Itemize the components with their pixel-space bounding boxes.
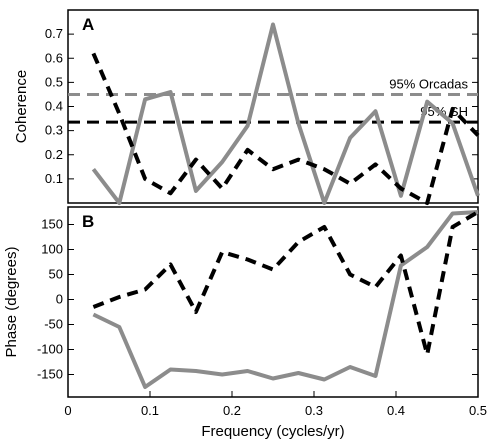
y-tick-label: 100 <box>41 242 63 257</box>
series-line-dashed <box>91 52 480 205</box>
panel-b-series <box>92 210 480 389</box>
x-tick-label: 0.4 <box>387 403 405 418</box>
x-tick-label: 0.1 <box>141 403 159 418</box>
y-tick-label: 0.7 <box>45 26 63 41</box>
y-tick-label: 150 <box>41 217 63 232</box>
panel-a-label: A <box>82 15 94 34</box>
y-tick-label: 0.6 <box>45 50 63 65</box>
panel-b-xlabel: Frequency (cycles/yr) <box>201 423 344 440</box>
y-tick-label: -50 <box>44 317 63 332</box>
panel-b: B Phase (degrees) Frequency (cycles/yr) … <box>3 206 487 440</box>
panel-a-ylabel: Coherence <box>13 70 30 143</box>
y-tick-label: -100 <box>37 342 63 357</box>
series-line-solid <box>91 22 480 205</box>
series-line-dashed <box>92 210 480 357</box>
x-tick-label: 0.5 <box>469 403 487 418</box>
series-line-solid <box>92 210 479 389</box>
y-tick-label: 50 <box>49 267 63 282</box>
y-tick-label: 0.5 <box>45 74 63 89</box>
y-tick-label: 0.2 <box>45 147 63 162</box>
panel-b-label: B <box>82 212 94 231</box>
x-tick-label: 0 <box>64 403 71 418</box>
panel-a-series <box>91 22 480 205</box>
x-tick-label: 0.2 <box>223 403 241 418</box>
y-tick-label: 0.4 <box>45 99 63 114</box>
panel-a-frame <box>67 9 479 204</box>
y-tick-label: -150 <box>37 367 63 382</box>
panel-a-ticks: 0.1 0.2 0.3 0.4 0.5 0.6 0.7 <box>45 26 478 186</box>
y-tick-label: 0 <box>56 292 63 307</box>
panel-b-ticks: -150 -100 -50 0 50 100 150 0 0.1 0.2 0.3 0.4 0.5 <box>37 217 487 419</box>
panel-b-ylabel: Phase (degrees) <box>3 247 20 358</box>
panel-b-frame <box>67 206 479 398</box>
y-tick-label: 0.1 <box>45 171 63 186</box>
reference-line-label: 95% Orcadas <box>389 76 468 91</box>
y-tick-label: 0.3 <box>45 123 63 138</box>
panel-a: A Coherence 0.1 0.2 0.3 0.4 0.5 0.6 0.7 95% Or… <box>13 9 480 205</box>
x-tick-label: 0.3 <box>305 403 323 418</box>
